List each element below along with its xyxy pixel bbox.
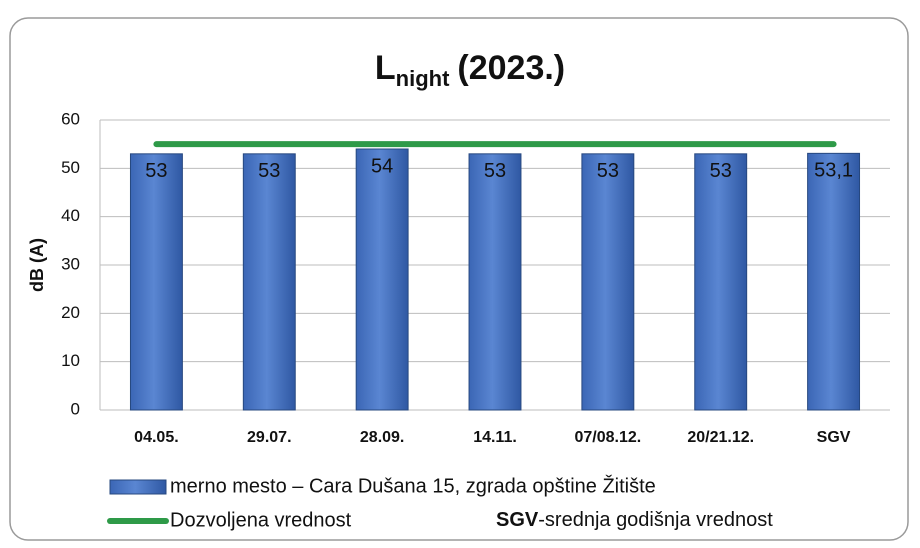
bar (129, 153, 183, 411)
y-tick-label: 30 (61, 254, 80, 273)
x-tick-label: SGV (817, 429, 851, 446)
y-tick-label: 20 (61, 303, 80, 322)
bar (242, 153, 296, 411)
y-tick-label: 40 (61, 206, 80, 225)
legend-label: Dozvoljena vrednost (170, 509, 352, 531)
bar (694, 153, 748, 411)
x-tick-label: 14.11. (473, 429, 517, 446)
title-subscript: night (396, 66, 450, 91)
y-axis-label: dB (A) (27, 238, 47, 292)
bar (581, 153, 635, 411)
legend-swatch (109, 479, 167, 495)
y-tick-label: 60 (61, 109, 80, 128)
title-main: L (375, 49, 396, 87)
data-label: 53,1 (814, 160, 853, 182)
x-tick-label: 07/08.12. (574, 429, 641, 446)
x-tick-label: 29.07. (247, 429, 291, 446)
legend-note: SGV-srednja godišnja vrednost (496, 509, 773, 531)
x-tick-label: 04.05. (134, 429, 178, 446)
chart-title: Lnight (2023.) (375, 49, 565, 91)
legend-note-abbr: SGV (496, 509, 539, 531)
y-tick-label: 10 (61, 351, 80, 370)
y-tick-label: 0 (71, 399, 80, 418)
data-label: 53 (710, 160, 732, 182)
bar (355, 148, 409, 411)
title-year: (2023.) (457, 49, 565, 87)
data-label: 53 (597, 160, 619, 182)
x-tick-label: 28.09. (360, 429, 404, 446)
bar (807, 152, 861, 411)
bar (468, 153, 522, 411)
data-label: 53 (145, 160, 167, 182)
y-tick-label: 50 (61, 158, 80, 177)
data-label: 53 (484, 160, 506, 182)
x-tick-label: 20/21.12. (687, 429, 754, 446)
legend-label: merno mesto – Cara Dušana 15, zgrada opš… (170, 474, 656, 497)
data-label: 53 (258, 160, 280, 182)
data-label: 54 (371, 155, 393, 177)
legend-note-text: -srednja godišnja vrednost (538, 509, 773, 531)
